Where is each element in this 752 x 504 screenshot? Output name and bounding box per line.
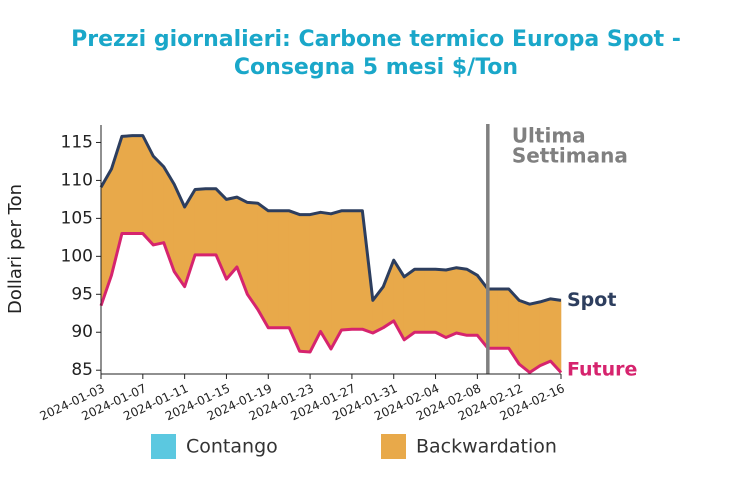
y-tick-label: 100 bbox=[61, 246, 93, 266]
chart-title: Consegna 5 mesi $/Ton bbox=[234, 55, 518, 80]
band-segment bbox=[351, 210, 363, 330]
y-tick-label: 110 bbox=[61, 170, 93, 190]
series-label: Future bbox=[567, 359, 637, 381]
series-label: Spot bbox=[567, 289, 616, 311]
y-tick-label: 105 bbox=[61, 208, 93, 228]
legend-label: Backwardation bbox=[416, 436, 557, 458]
band-segment bbox=[445, 267, 457, 339]
band-segment bbox=[424, 268, 436, 333]
chart-title: Prezzi giornalieri: Carbone termico Euro… bbox=[71, 27, 681, 52]
band-segment bbox=[435, 268, 447, 339]
y-tick-label: 85 bbox=[71, 360, 93, 380]
band-segment bbox=[456, 267, 468, 336]
band-segment bbox=[320, 211, 332, 351]
band-segment bbox=[100, 167, 112, 306]
band-segment bbox=[403, 268, 415, 341]
band-segment bbox=[152, 155, 165, 246]
band-segment bbox=[518, 299, 530, 374]
series-line bbox=[99, 134, 562, 306]
annotation-text: Settimana bbox=[512, 144, 628, 168]
band-segment bbox=[529, 301, 541, 374]
band-segment bbox=[267, 210, 280, 328]
annotation-text: Ultima bbox=[512, 124, 586, 148]
y-tick-label: 90 bbox=[71, 322, 93, 342]
band-segment bbox=[194, 188, 206, 256]
band-segment bbox=[121, 135, 133, 234]
band-segment bbox=[497, 288, 510, 349]
band-segment bbox=[205, 188, 217, 256]
band-segment bbox=[247, 202, 259, 311]
y-tick-label: 95 bbox=[71, 284, 93, 304]
legend-swatch bbox=[151, 434, 176, 459]
band-segment bbox=[539, 298, 551, 367]
series-line bbox=[99, 232, 563, 374]
band-segment bbox=[414, 268, 426, 333]
y-tick-label: 115 bbox=[61, 132, 93, 152]
band-segment bbox=[330, 210, 342, 350]
band-segment bbox=[278, 210, 290, 328]
band-segment bbox=[299, 214, 311, 353]
y-axis-label: Dollari per Ton bbox=[5, 184, 26, 314]
band-segment bbox=[309, 211, 321, 353]
legend-swatch bbox=[381, 434, 406, 459]
legend-label: Contango bbox=[186, 436, 278, 458]
band-segment bbox=[341, 210, 353, 331]
band-segment bbox=[257, 202, 269, 329]
band-segment bbox=[466, 268, 478, 336]
band-segment bbox=[132, 135, 144, 234]
